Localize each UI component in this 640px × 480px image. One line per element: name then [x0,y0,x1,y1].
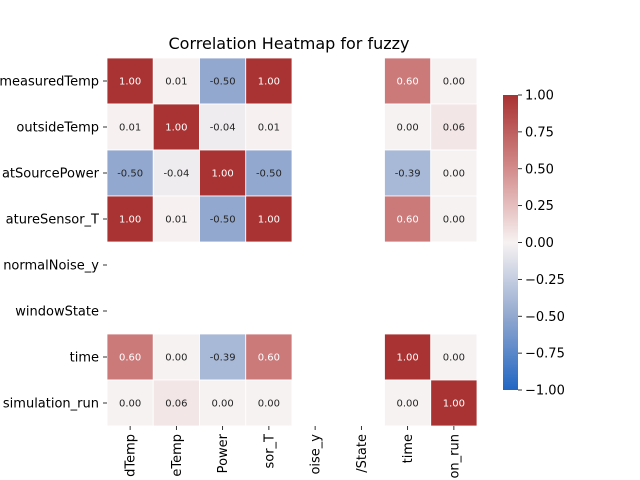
row-label: atSourcePower [2,167,100,182]
cell-value-label: -0.04 [163,169,189,180]
row-label: windowState [15,305,99,320]
cell-value-label: 0.00 [443,215,465,226]
cell-value-label: 0.00 [396,399,418,410]
cell-value-label: -0.39 [210,353,236,364]
colorbar-tick-label: −0.25 [525,273,565,288]
chart-title: Correlation Heatmap for fuzzy [168,34,409,53]
heatmap-cell [199,333,247,381]
heatmap-cell [384,149,432,197]
cell-value-label: 0.00 [443,77,465,88]
cell-value-label: 1.00 [443,399,465,410]
heatmap-cell [430,333,478,381]
heatmap-cell [430,149,478,197]
cell-value-label: 1.00 [165,123,187,134]
heatmap-cell [245,195,293,243]
cell-value-label: -0.39 [395,169,421,180]
column-label: eTemp [170,434,185,477]
colorbar-tick-label: 0.75 [525,125,554,140]
cell-value-label: 1.00 [211,169,233,180]
cell-value-label: 0.60 [119,353,141,364]
column-label: /State [355,434,370,473]
row-labels: measuredTemp outsideTemp atSourcePower atur… [0,75,107,412]
cell-value-label: -0.50 [210,215,236,226]
cell-value-label: 0.01 [165,77,187,88]
cell-value-label: -0.50 [210,77,236,88]
cell-value-label: 1.00 [258,215,280,226]
row-label: outsideTemp [16,121,99,136]
heatmap-cell [199,195,247,243]
heatmap-cell [106,333,154,381]
cell-value-label: 0.00 [443,169,465,180]
cell-value-label: 0.01 [165,215,187,226]
colorbar-tick-label: −1.00 [525,384,565,399]
heatmap-cell [106,57,154,105]
cell-value-label: 1.00 [258,77,280,88]
heatmap-cell [245,149,293,197]
row-label: measuredTemp [0,75,99,90]
heatmap-cell [152,195,200,243]
cell-value-label: -0.50 [117,169,143,180]
colorbar-tick-label: 0.50 [525,162,554,177]
cell-value-label: 0.60 [396,215,418,226]
colorbar-tick-label: 0.25 [525,199,554,214]
column-label: on_run [447,434,462,479]
cell-value-label: 0.06 [165,399,187,410]
cell-value-label: -0.04 [210,123,236,134]
heatmap-cell [245,57,293,105]
colorbar-gradient [503,95,518,390]
column-label: dTemp [124,434,139,477]
column-labels: dTemp eTemp Power sor_T oise_y/State time on_r… [124,426,462,479]
heatmap-cell [106,195,154,243]
colorbar-tick-label: −0.75 [525,347,565,362]
cell-value-label: 0.00 [258,399,280,410]
heatmap-cell [152,149,200,197]
heatmap-cell [384,195,432,243]
heatmap-cell [152,103,200,151]
row-label: time [70,351,99,366]
cell-value-label: 1.00 [396,353,418,364]
row-label: simulation_run [3,397,99,412]
column-label: sor_T [262,434,277,469]
cell-value-label: 1.00 [119,77,141,88]
cell-value-label: 0.00 [165,353,187,364]
heatmap-cell [245,103,293,151]
heatmap-cell [152,57,200,105]
colorbar: −1.00 −0.75 −0.50 −0.25 0.00 0.25 0.50 0.75 1.00 [503,89,565,399]
heatmap-cell [430,103,478,151]
cell-value-label: 1.00 [119,215,141,226]
cell-value-label: -0.50 [256,169,282,180]
colorbar-ticks: −1.00 −0.75 −0.50 −0.25 0.00 0.25 0.50 0.75 1.00 [518,89,565,399]
cell-value-label: 0.06 [443,123,465,134]
heatmap-cells: 1.00 0.01 -0.50 1.00 0.60 0.00 0.01 1.00 -0.04 0.… [106,57,478,427]
cell-value-label: 0.60 [258,353,280,364]
cell-value-label: 0.00 [396,123,418,134]
row-label: normalNoise_y [3,259,99,274]
colorbar-tick-label: 1.00 [525,89,554,104]
cell-value-label: 0.00 [443,353,465,364]
heatmap-cell [430,195,478,243]
row-label: atureSensor_T [6,213,99,228]
cell-value-label: 0.60 [396,77,418,88]
colorbar-tick-label: 0.00 [525,236,554,251]
cell-value-label: 0.01 [119,123,141,134]
cell-value-label: 0.01 [258,123,280,134]
colorbar-tick-label: −0.50 [525,310,565,325]
heatmap-cell [245,333,293,381]
column-label: time [401,434,416,463]
heatmap-cell [199,57,247,105]
heatmap-cell [384,333,432,381]
column-label: Power [216,433,231,473]
column-label: oise_y [309,434,324,475]
cell-value-label: 0.00 [119,399,141,410]
heatmap-cell [430,379,478,427]
cell-value-label: 0.00 [211,399,233,410]
heatmap-cell [106,379,154,427]
heatmap-cell [430,57,478,105]
